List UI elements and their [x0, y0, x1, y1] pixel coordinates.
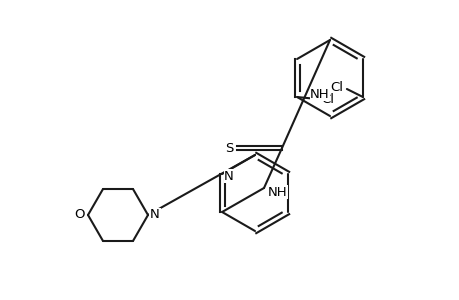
- Text: S: S: [224, 142, 233, 154]
- Text: Cl: Cl: [330, 80, 343, 94]
- Text: N: N: [224, 169, 234, 182]
- Text: N: N: [150, 208, 160, 221]
- Text: NH: NH: [268, 185, 287, 199]
- Text: O: O: [74, 208, 85, 221]
- Text: Cl: Cl: [321, 92, 334, 106]
- Text: NH: NH: [309, 88, 329, 100]
